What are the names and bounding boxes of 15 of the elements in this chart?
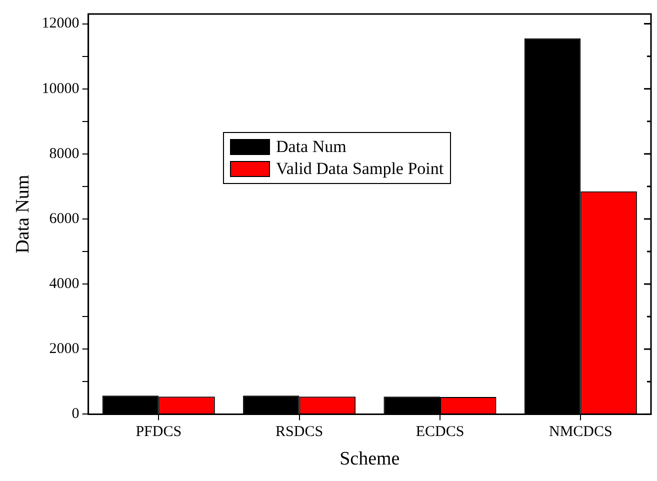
legend-label: Valid Data Sample Point [276,159,444,179]
y-axis-title: Data Num [12,174,34,254]
y-tick-label: 6000 [49,210,80,227]
x-tick-label: RSDCS [276,424,324,440]
x-axis-title: Scheme [340,448,400,470]
x-tick-label: NMCDCS [548,424,612,440]
y-tick-label: 12000 [42,16,80,32]
y-tick-label: 0 [72,406,80,422]
y-tick-label: 8000 [49,146,80,162]
legend-label: Data Num [276,137,346,157]
y-tick-label: 2000 [49,341,80,358]
y-tick-label: 4000 [49,276,80,292]
x-tick-label: ECDCS [416,424,464,440]
y-tick-label: 10000 [42,80,80,97]
x-tick-label: PFDCS [136,424,182,440]
